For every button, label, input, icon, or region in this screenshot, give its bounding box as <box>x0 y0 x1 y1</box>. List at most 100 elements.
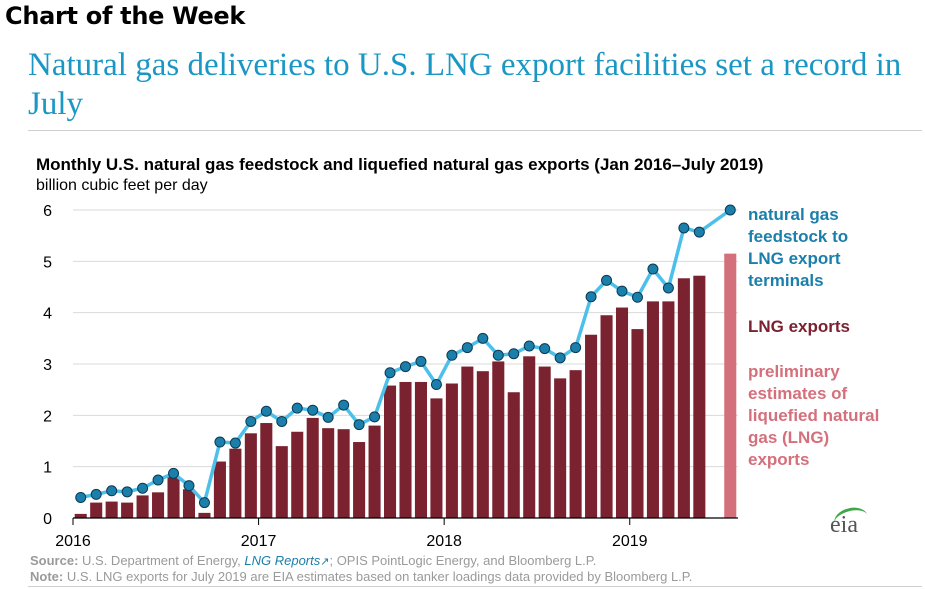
lng-export-bar <box>74 513 87 518</box>
source-line: Source: U.S. Department of Energy, LNG R… <box>30 553 596 568</box>
lng-export-bar <box>136 495 149 518</box>
note-text: U.S. LNG exports for July 2019 are EIA e… <box>66 569 693 584</box>
lng-export-bar <box>384 385 397 518</box>
lng-export-bar <box>585 334 598 518</box>
legend-preliminary: preliminary estimates of liquefied natur… <box>748 362 880 469</box>
feedstock-point <box>430 379 442 391</box>
feedstock-point <box>121 486 133 498</box>
lng-export-bar <box>90 502 103 518</box>
feedstock-point <box>461 342 473 354</box>
y-tick-label: 4 <box>43 306 52 323</box>
feedstock-point <box>631 291 643 303</box>
y-tick-label: 6 <box>43 203 52 220</box>
feedstock-point <box>260 405 272 417</box>
feedstock-point <box>90 488 102 500</box>
feedstock-point <box>662 282 674 294</box>
top-divider <box>28 130 922 131</box>
source-text-rest: ; OPIS PointLogic Energy, and Bloomberg … <box>329 553 597 568</box>
feedstock-point <box>554 352 566 364</box>
lng-export-bar <box>693 275 706 518</box>
y-tick-label: 0 <box>43 511 52 528</box>
x-tick-label: 2017 <box>241 533 277 550</box>
feedstock-point <box>508 348 520 360</box>
lng-export-bar <box>322 428 335 518</box>
feedstock-point <box>647 263 659 275</box>
chart-of-the-week-label: Chart of the Week <box>5 2 246 30</box>
feedstock-point <box>307 404 319 416</box>
source-label: Source: <box>30 553 79 568</box>
external-link-icon[interactable]: ↗ <box>320 556 330 568</box>
feedstock-point <box>724 204 736 216</box>
legend-lng-exports: LNG exports <box>748 317 851 336</box>
y-tick-label: 3 <box>43 357 52 374</box>
feedstock-point <box>384 367 396 379</box>
lng-export-bar <box>260 423 273 518</box>
feedstock-point <box>616 285 628 297</box>
lng-reports-link[interactable]: LNG Reports <box>244 553 321 568</box>
note-line: Note: U.S. LNG exports for July 2019 are… <box>30 569 692 584</box>
feedstock-point <box>106 485 118 497</box>
x-tick-label: 2019 <box>612 533 648 550</box>
lng-export-bar <box>291 431 304 518</box>
lng-export-bar <box>445 383 458 518</box>
lng-export-bar <box>507 392 520 518</box>
feedstock-point <box>137 482 149 494</box>
feedstock-point <box>492 349 504 361</box>
lng-export-bar <box>229 448 242 518</box>
feedstock-point <box>75 491 87 503</box>
feedstock-point <box>400 361 411 373</box>
lng-export-bar <box>121 502 134 518</box>
feedstock-point <box>338 399 350 411</box>
feedstock-point <box>585 291 597 303</box>
y-tick-label: 5 <box>43 254 52 271</box>
feedstock-point <box>415 355 427 367</box>
lng-export-bar <box>306 417 319 518</box>
chart-title: Monthly U.S. natural gas feedstock and l… <box>36 155 764 174</box>
lng-export-bar <box>461 366 474 518</box>
lng-export-bar <box>430 398 443 518</box>
lng-export-bar <box>399 381 412 518</box>
lng-export-bar <box>167 476 180 518</box>
feedstock-point <box>229 437 241 449</box>
lng-export-bar <box>244 433 257 518</box>
feedstock-point <box>183 480 195 492</box>
lng-export-bar <box>554 378 567 518</box>
lng-export-bar <box>476 371 489 518</box>
lng-export-bar <box>275 446 288 518</box>
note-label: Note: <box>30 569 64 584</box>
lng-export-bar <box>600 315 613 518</box>
lng-export-bar <box>662 301 675 518</box>
feedstock-point <box>523 340 535 352</box>
feedstock-point <box>570 342 582 354</box>
x-tick-label: 2016 <box>55 533 91 550</box>
lng-export-bar <box>646 301 659 518</box>
eia-logo: eia <box>830 512 858 538</box>
feedstock-point <box>539 343 551 355</box>
feedstock-point <box>152 474 164 486</box>
feedstock-point <box>601 274 613 286</box>
x-tick-label: 2018 <box>426 533 462 550</box>
lng-export-bar <box>105 501 118 518</box>
feedstock-point <box>245 415 257 427</box>
lng-export-bar <box>677 278 690 518</box>
lng-export-bar <box>368 425 381 518</box>
feedstock-point <box>214 436 226 448</box>
lng-export-bar <box>213 461 226 518</box>
lng-export-bar <box>198 512 211 518</box>
lng-export-bar <box>569 370 582 518</box>
feedstock-point <box>369 411 381 423</box>
feedstock-point <box>322 411 334 423</box>
lng-export-bar <box>523 356 536 518</box>
feedstock-point <box>353 419 365 431</box>
lng-export-bar <box>353 442 366 518</box>
y-tick-label: 1 <box>43 460 52 477</box>
bottom-divider <box>28 586 922 587</box>
lng-export-bar <box>414 381 427 518</box>
feedstock-point <box>198 497 210 509</box>
lng-export-bar <box>182 489 196 518</box>
lng-export-bar <box>337 429 350 518</box>
y-tick-label: 2 <box>43 408 52 425</box>
feedstock-point <box>446 349 458 361</box>
legend-feedstock: natural gas feedstock to LNG export term… <box>748 205 849 290</box>
